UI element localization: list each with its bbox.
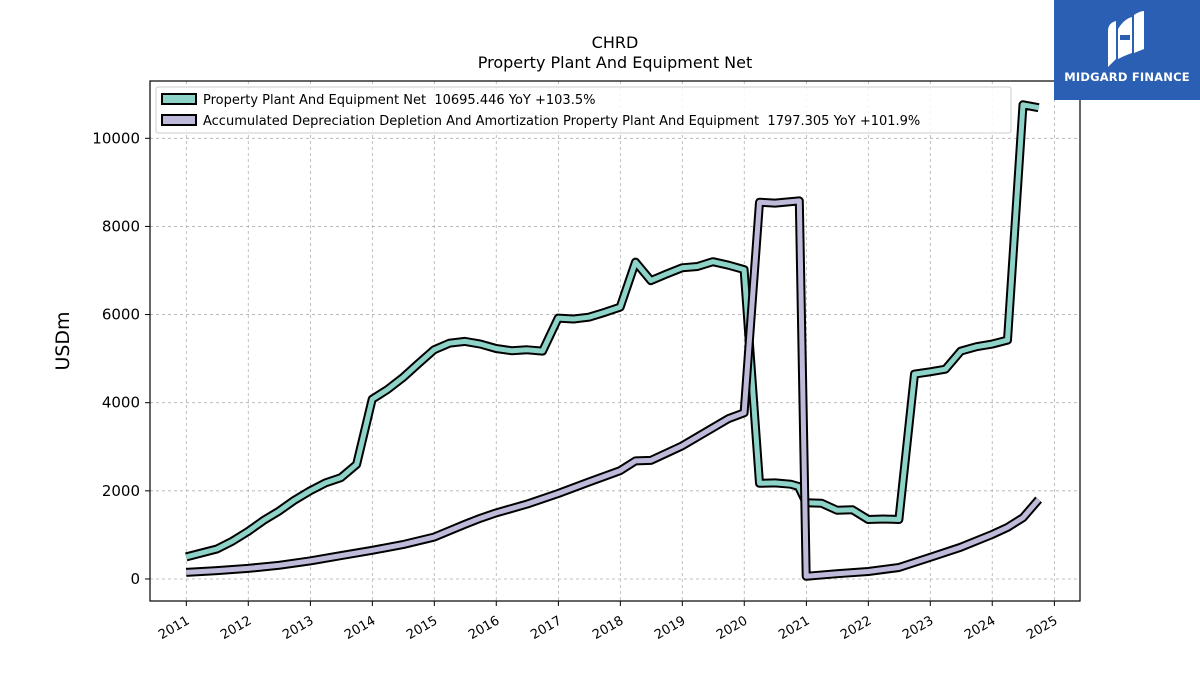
series-line-0 xyxy=(185,102,1040,560)
plot-lines xyxy=(185,100,1043,581)
grid xyxy=(150,81,1080,601)
x-tick-label: 2011 xyxy=(156,613,192,643)
brand-logo: MIDGARD FINANCE xyxy=(1054,0,1200,100)
legend-label-accumulated-depreciation: Accumulated Depreciation Depletion And A… xyxy=(203,114,920,129)
x-tick-label: 2012 xyxy=(218,613,254,643)
x-tick-label: 2025 xyxy=(1024,613,1060,643)
x-tick-label: 2017 xyxy=(528,613,564,643)
x-tick-label: 2019 xyxy=(652,613,688,643)
x-axis: 2011 2012 2013 2014 2015 2016 2017 2018 2019 2020… xyxy=(156,601,1060,643)
y-tick-label: 8000 xyxy=(102,217,140,235)
y-axis-label: USDm xyxy=(52,311,74,370)
x-tick-label: 2024 xyxy=(962,613,998,643)
legend-label-ppe-net: Property Plant And Equipment Net 10695.4… xyxy=(203,93,595,108)
chart-subtitle: Property Plant And Equipment Net xyxy=(478,53,753,72)
y-tick-label: 0 xyxy=(130,570,140,588)
y-tick-label: 6000 xyxy=(102,306,140,324)
x-tick-label: 2022 xyxy=(838,613,874,643)
y-tick-label: 4000 xyxy=(102,394,140,412)
chart-title: CHRD xyxy=(592,33,639,52)
series-line-1 xyxy=(186,198,1041,579)
x-tick-label: 2014 xyxy=(342,613,378,643)
legend-swatch-ppe-net xyxy=(161,93,197,105)
legend: Property Plant And Equipment Net 10695.4… xyxy=(155,86,1012,134)
plot-frame xyxy=(149,80,1081,602)
x-tick-label: 2020 xyxy=(714,613,750,643)
legend-swatch-accumulated-depreciation xyxy=(161,114,197,126)
x-tick-label: 2013 xyxy=(280,613,316,643)
brand-name: MIDGARD FINANCE xyxy=(1064,70,1190,84)
midgard-logo-icon xyxy=(1108,11,1144,67)
y-tick-label: 2000 xyxy=(102,482,140,500)
x-tick-label: 2021 xyxy=(776,613,812,643)
y-tick-label: 10000 xyxy=(92,129,140,147)
x-tick-label: 2015 xyxy=(404,613,440,643)
x-tick-label: 2023 xyxy=(900,613,936,643)
legend-box xyxy=(155,86,1012,134)
y-axis: 0 2000 4000 6000 8000 10000 xyxy=(92,129,150,588)
x-tick-label: 2016 xyxy=(466,613,502,643)
x-tick-label: 2018 xyxy=(590,613,626,643)
